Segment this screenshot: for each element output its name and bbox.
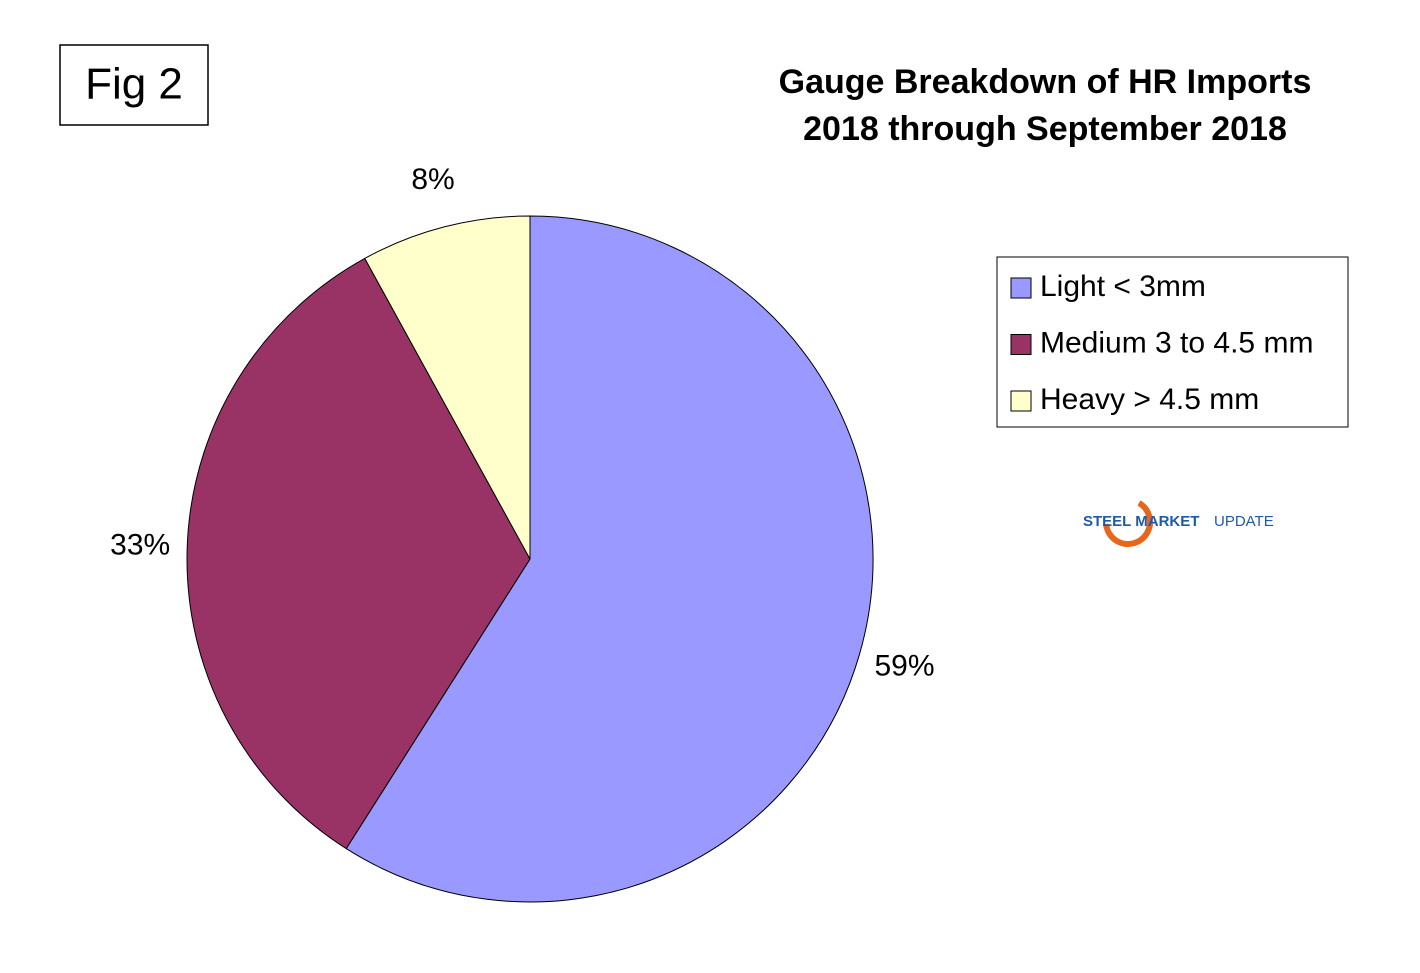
legend-swatch bbox=[1010, 277, 1032, 299]
pie-slice bbox=[364, 215, 531, 560]
legend-label: Medium 3 to 4.5 mm bbox=[1040, 326, 1313, 359]
data-label: 8% bbox=[411, 163, 454, 196]
logo: STEEL MARKET UPDATE bbox=[1083, 497, 1274, 547]
legend-swatch bbox=[1010, 390, 1032, 412]
legend-label: Light < 3mm bbox=[1040, 270, 1206, 303]
logo-icon bbox=[1103, 497, 1153, 547]
legend-box bbox=[996, 256, 1349, 428]
data-label: 59% bbox=[874, 650, 934, 683]
logo-secondary: UPDATE bbox=[1214, 513, 1274, 530]
pie: 59% 33% 8% bbox=[110, 163, 935, 903]
legend-swatch bbox=[1010, 334, 1032, 355]
pie-slice bbox=[345, 215, 874, 903]
figure-label: Fig 2 bbox=[85, 60, 183, 109]
legend-label: Heavy > 4.5 mm bbox=[1040, 383, 1259, 416]
legend: Light < 3mm Medium 3 to 4.5 mm Heavy > 4.5… bbox=[1010, 270, 1313, 416]
logo-primary: STEEL MARKET bbox=[1083, 513, 1199, 530]
chart-title: Gauge Breakdown of HR Imports bbox=[779, 63, 1312, 101]
data-label: 33% bbox=[110, 529, 170, 562]
pie-slice bbox=[186, 257, 531, 850]
chart-title: 2018 through September 2018 bbox=[803, 110, 1287, 148]
figure-label-box bbox=[59, 44, 209, 126]
